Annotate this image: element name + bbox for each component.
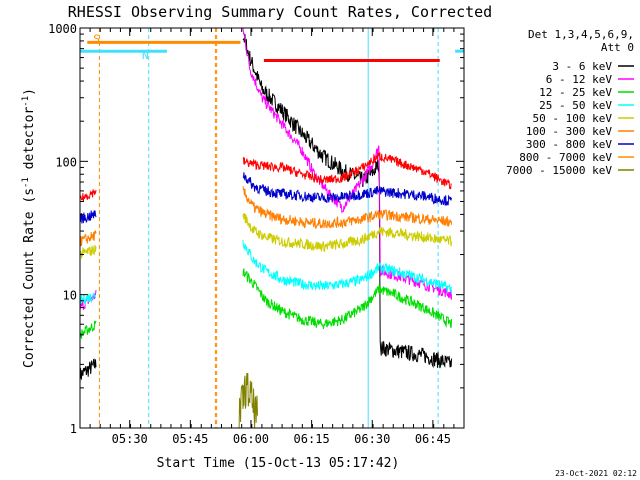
legend-label: 12 - 25 keV [539,86,612,99]
x-tick-label: 05:30 [112,432,148,446]
legend-label: 25 - 50 keV [539,99,612,112]
legend-label: 300 - 800 keV [526,138,612,151]
x-tick-label: 06:15 [294,432,330,446]
chart-title: RHESSI Observing Summary Count Rates, Co… [68,3,492,21]
x-tick-label: 06:00 [233,432,269,446]
plot-area: SN [80,28,464,428]
footer-date: 23-Oct-2021 02:12 [555,469,637,478]
legend-label: 800 - 7000 keV [519,151,612,164]
x-tick-label: 05:45 [172,432,208,446]
series-line [237,372,258,428]
y-axis-label-end: ) [22,88,37,96]
series-line [80,33,453,383]
x-tick-label: 06:45 [415,432,451,446]
series-line [80,213,453,259]
y-tick-label: 10 [63,289,77,303]
flag-label: N [142,49,149,62]
x-tick-label: 06:30 [354,432,390,446]
series-line [80,268,453,339]
series-line [80,240,453,306]
y-tick-label: 1 [70,422,77,436]
y-axis-label-sup2: -1 [21,96,31,107]
plot-frame [79,27,465,429]
y-axis-label-main: Corrected Count Rate (s [22,188,37,368]
legend-label: 6 - 12 keV [546,73,613,86]
y-tick-label: 1000 [48,22,77,36]
series-line-red [80,152,452,202]
legend-header-attenuator: Att 0 [601,41,634,54]
flag-label: S [93,32,100,45]
y-tick-label: 100 [55,155,77,169]
y-axis-label-sup1: -1 [21,177,31,188]
series-line [80,172,453,224]
series-line [80,186,453,247]
legend-label: 3 - 6 keV [552,60,612,73]
legend-header-detectors: Det 1,3,4,5,6,9, [528,28,634,41]
x-axis-label: Start Time (15-Oct-13 05:17:42) [157,456,400,471]
legend-label: 7000 - 15000 keV [506,164,612,177]
y-axis-label: Corrected Count Rate (s-1 detector-1) [21,88,37,368]
legend-label: 50 - 100 keV [533,112,613,125]
y-axis-label-mid: detector [22,107,37,178]
legend-label: 100 - 300 keV [526,125,612,138]
